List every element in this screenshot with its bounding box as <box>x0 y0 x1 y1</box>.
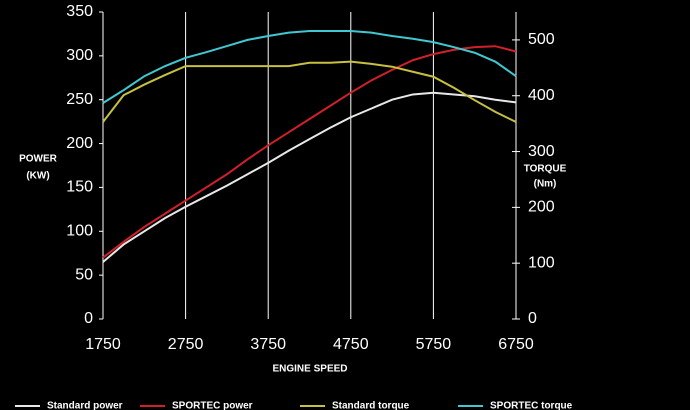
y-tick-label: 100 <box>66 223 93 240</box>
legend-label: SPORTEC power <box>172 401 253 410</box>
y2-tick-label: 0 <box>528 310 537 327</box>
series-line <box>102 29 517 104</box>
y-tick-label: 150 <box>66 179 93 196</box>
y-tick-label: 300 <box>66 47 93 64</box>
x-tick-label: 3750 <box>250 336 286 353</box>
y-tick-label: 250 <box>66 91 93 108</box>
legend-label: Standard power <box>47 401 123 410</box>
y2-tick-label: 300 <box>528 143 555 160</box>
y-axis-label: POWER <box>19 154 58 165</box>
legend-label: Standard torque <box>332 401 410 410</box>
y-tick-label: 0 <box>84 310 93 327</box>
series-line <box>102 60 517 123</box>
x-tick-label: 5750 <box>416 336 452 353</box>
x-tick-label: 4750 <box>333 336 369 353</box>
x-tick-label: 2750 <box>168 336 204 353</box>
y-tick-label: 350 <box>66 3 93 20</box>
y2-tick-label: 400 <box>528 87 555 104</box>
series-line <box>102 91 517 263</box>
y-tick-label: 50 <box>75 266 93 283</box>
x-tick-label: 1750 <box>85 336 121 353</box>
series-line <box>102 45 517 259</box>
y2-tick-label: 100 <box>528 254 555 271</box>
y2-axis-label: TORQUE <box>524 164 567 175</box>
y2-tick-label: 500 <box>528 31 555 48</box>
y-axis-label: (KW) <box>26 171 49 182</box>
x-axis-label: ENGINE SPEED <box>272 364 347 375</box>
y-tick-label: 200 <box>66 135 93 152</box>
x-tick-label: 6750 <box>498 336 534 353</box>
y2-tick-label: 200 <box>528 199 555 216</box>
legend-label: SPORTEC torque <box>490 401 573 410</box>
y2-axis-label: (Nm) <box>534 179 557 190</box>
